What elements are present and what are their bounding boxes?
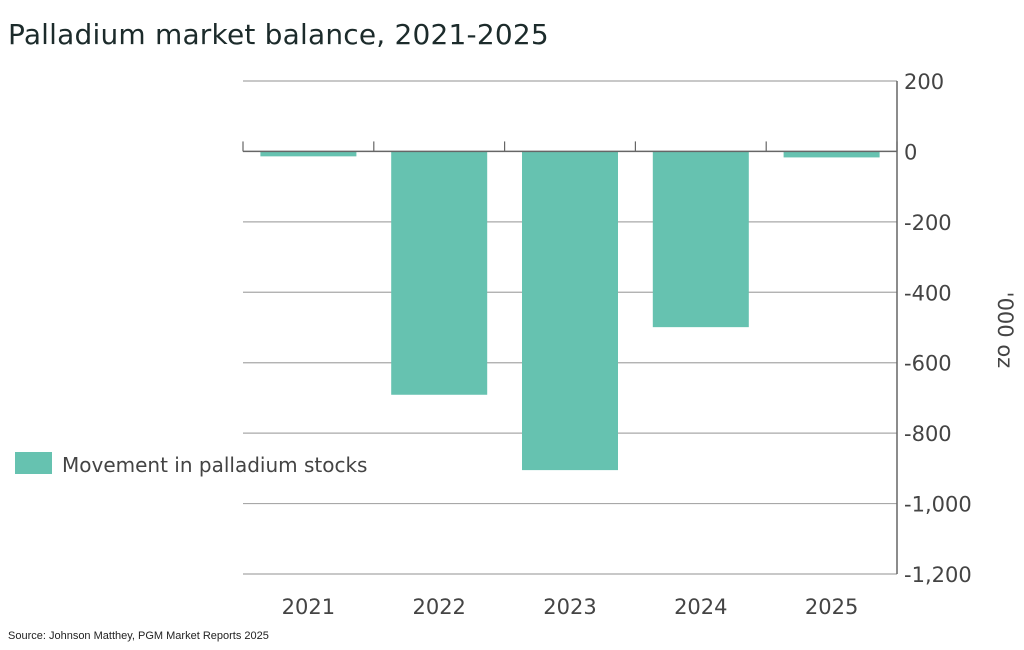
- y-tick-label: -800: [904, 422, 952, 446]
- bar-2023: [522, 151, 618, 471]
- x-tick-label: 2025: [805, 595, 858, 619]
- y-tick-label: 0: [904, 140, 917, 164]
- x-tick-label: 2023: [543, 595, 596, 619]
- y-tick-label: -200: [904, 211, 952, 235]
- legend-label: Movement in palladium stocks: [62, 453, 367, 477]
- x-tick-label: 2021: [282, 595, 335, 619]
- y-tick-label: 200: [904, 70, 944, 94]
- legend-swatch: [15, 452, 52, 474]
- bar-2025: [783, 151, 880, 158]
- chart-title: Palladium market balance, 2021-2025: [8, 18, 549, 51]
- y-tick-label: -1,000: [904, 493, 972, 517]
- y-tick-label: -1,200: [904, 563, 972, 587]
- x-tick-label: 2024: [674, 595, 727, 619]
- bar-2024: [652, 151, 749, 328]
- x-tick-label: 2022: [412, 595, 465, 619]
- bar-2021: [260, 151, 357, 157]
- y-axis-label: '000 oz: [993, 292, 1017, 368]
- y-tick-label: -600: [904, 352, 952, 376]
- source-note: Source: Johnson Matthey, PGM Market Repo…: [8, 630, 269, 642]
- y-tick-label: -400: [904, 281, 952, 305]
- bar-2022: [391, 151, 488, 395]
